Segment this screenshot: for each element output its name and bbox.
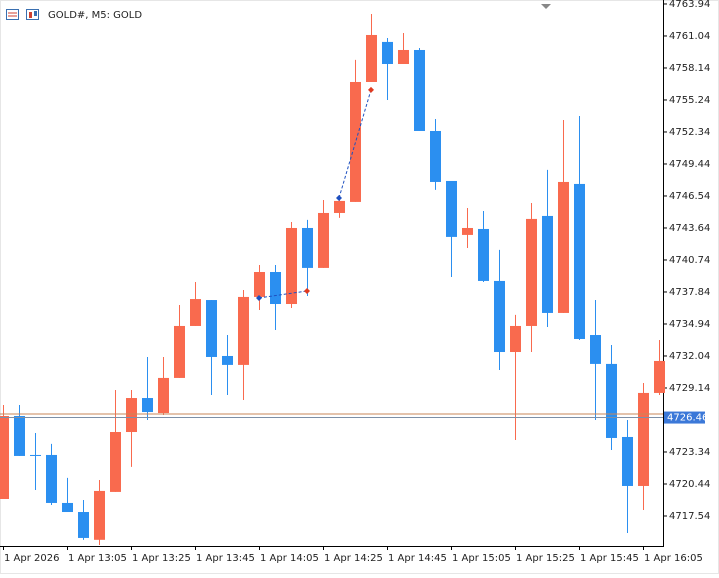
x-tick-label: 1 Apr 14:05 bbox=[260, 553, 319, 564]
candle-body bbox=[382, 41, 393, 65]
candle-body bbox=[126, 398, 137, 433]
candle-body bbox=[254, 272, 265, 297]
symbol-icons bbox=[6, 9, 39, 20]
candle-body bbox=[0, 416, 9, 499]
candle-body bbox=[590, 335, 601, 364]
candle-body bbox=[110, 432, 121, 492]
chart-title: GOLD#, M5: GOLD bbox=[48, 10, 142, 21]
candle-body bbox=[478, 228, 489, 281]
candle-body bbox=[414, 49, 425, 131]
candle-body bbox=[238, 296, 249, 365]
y-tick-label: 4729.14 bbox=[669, 383, 710, 394]
sell-marker bbox=[304, 287, 310, 294]
y-tick-label: 4746.54 bbox=[669, 191, 710, 202]
candle-body bbox=[270, 272, 281, 305]
shift-marker bbox=[541, 4, 551, 9]
price-label-box bbox=[664, 411, 705, 424]
y-tick-label: 4720.44 bbox=[669, 479, 710, 490]
y-tick-label: 4758.14 bbox=[669, 63, 710, 74]
candle-body bbox=[78, 512, 89, 538]
candle-body bbox=[398, 49, 409, 65]
buy-marker bbox=[336, 194, 342, 201]
candle-body bbox=[222, 355, 233, 365]
y-tick-label: 4717.54 bbox=[669, 511, 710, 522]
buy-marker bbox=[256, 294, 262, 301]
candle-body bbox=[446, 180, 457, 237]
y-tick-label: 4732.04 bbox=[669, 351, 710, 362]
candle-body bbox=[542, 215, 553, 313]
candle-body bbox=[190, 299, 201, 326]
y-tick-label: 4755.24 bbox=[669, 95, 710, 106]
candle-body bbox=[638, 392, 649, 486]
y-tick-label: 4743.64 bbox=[669, 223, 710, 234]
candle-body bbox=[46, 454, 57, 503]
y-tick-label: 4740.74 bbox=[669, 255, 710, 266]
candle-body bbox=[158, 377, 169, 414]
candle-body bbox=[206, 300, 217, 357]
candle-body bbox=[62, 502, 73, 513]
x-tick-label: 1 Apr 2026 bbox=[4, 553, 59, 564]
y-tick-label: 4763.94 bbox=[669, 0, 710, 10]
candle-body bbox=[302, 227, 313, 268]
candle-body bbox=[94, 490, 105, 540]
candle-body bbox=[494, 280, 505, 353]
x-tick-label: 1 Apr 15:05 bbox=[452, 553, 511, 564]
x-tick-label: 1 Apr 13:05 bbox=[68, 553, 127, 564]
x-tick-label: 1 Apr 13:25 bbox=[132, 553, 191, 564]
candle-body bbox=[526, 218, 537, 326]
y-tick-label: 4723.34 bbox=[669, 447, 710, 458]
x-tick-label: 1 Apr 15:25 bbox=[516, 553, 575, 564]
candle-body bbox=[606, 363, 617, 438]
candle-body bbox=[286, 227, 297, 305]
x-tick-label: 1 Apr 16:05 bbox=[644, 553, 703, 564]
candle-body bbox=[574, 183, 585, 339]
y-tick-label: 4761.04 bbox=[669, 31, 710, 42]
y-tick-label: 4734.94 bbox=[669, 319, 710, 330]
trade-line bbox=[338, 89, 372, 199]
trade-line bbox=[258, 290, 308, 299]
candle-body bbox=[558, 181, 569, 313]
x-tick-label: 1 Apr 13:45 bbox=[196, 553, 255, 564]
candle-body bbox=[142, 398, 153, 413]
y-tick-label: 4752.34 bbox=[669, 127, 710, 138]
candle-body bbox=[510, 325, 521, 353]
candle-body bbox=[30, 454, 41, 456]
sell-marker bbox=[368, 86, 374, 93]
candle-body bbox=[174, 325, 185, 378]
candle-body bbox=[350, 81, 361, 202]
candle-body bbox=[318, 212, 329, 268]
y-tick-label: 4749.44 bbox=[669, 159, 710, 170]
x-tick-label: 1 Apr 14:45 bbox=[388, 553, 447, 564]
candle-body bbox=[462, 227, 473, 235]
price-label: 4726.46 bbox=[667, 413, 708, 424]
candle-body bbox=[366, 34, 377, 82]
y-tick-label: 4737.84 bbox=[669, 287, 710, 298]
candle-body bbox=[334, 200, 345, 213]
candle-body bbox=[622, 436, 633, 486]
x-tick-label: 1 Apr 14:25 bbox=[324, 553, 383, 564]
candle-body bbox=[14, 416, 25, 456]
candle-body bbox=[654, 360, 665, 393]
x-tick-label: 1 Apr 15:45 bbox=[580, 553, 639, 564]
candle-body bbox=[430, 130, 441, 182]
